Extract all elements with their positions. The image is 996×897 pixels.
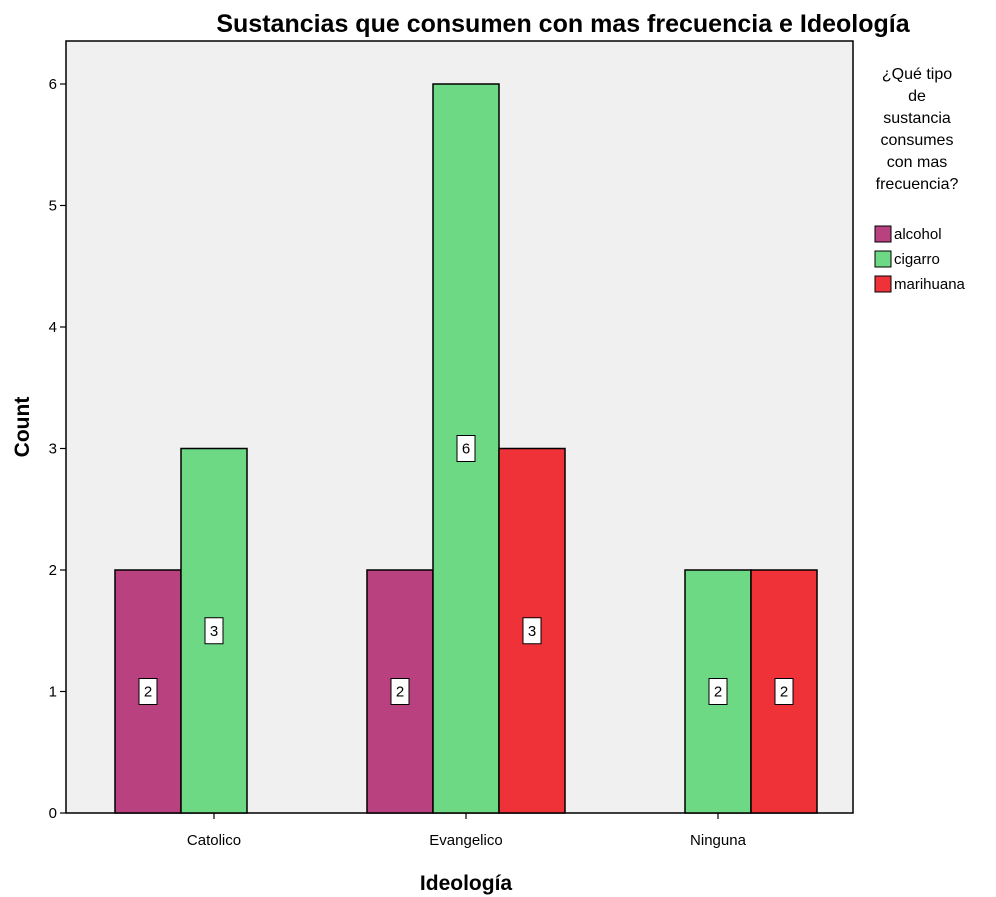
data-label-box: [522, 617, 542, 645]
legend-label-alcohol: alcohol: [894, 226, 942, 243]
data-label-box: [708, 678, 728, 705]
data-label-alcohol-Evangelico: 2: [396, 684, 404, 701]
legend-swatch-alcohol: [874, 225, 892, 243]
data-labels-group: 2 3 2 6 3 2 2: [138, 435, 794, 705]
legend-label-marihuana: marihuana: [894, 276, 966, 293]
data-label-box: [204, 617, 224, 645]
legend-title-line: frecuencia?: [876, 176, 959, 193]
legend-label-cigarro: cigarro: [894, 251, 940, 268]
legend-title-line: de: [908, 88, 926, 105]
data-label-box: [774, 678, 794, 705]
data-label-cigarro-Catolico: 3: [210, 623, 218, 640]
data-label-cigarro-Evangelico: 6: [462, 441, 470, 458]
legend-title-line: con mas: [887, 154, 947, 171]
y-axis: 0 1 2 3 4 5 6: [49, 76, 66, 822]
legend: ¿Qué tipo de sustancia consumes con mas frecu…: [874, 66, 966, 293]
x-axis-title: Ideología: [420, 872, 512, 895]
legend-title-line: sustancia: [883, 110, 951, 127]
y-tick-label: 0: [49, 805, 57, 822]
x-tick-label: Catolico: [187, 832, 241, 849]
y-tick-label: 6: [49, 76, 57, 93]
chart-title: Sustancias que consumen con mas frecuenc…: [216, 10, 910, 38]
data-label-alcohol-Catolico: 2: [144, 684, 152, 701]
data-label-cigarro-Ninguna: 2: [714, 684, 722, 701]
legend-swatch-cigarro: [874, 250, 892, 268]
y-tick-label: 2: [49, 562, 57, 579]
x-tick-label: Evangelico: [429, 832, 502, 849]
data-label-marihuana-Ninguna: 2: [780, 684, 788, 701]
y-tick-label: 5: [49, 198, 57, 215]
y-tick-label: 4: [49, 319, 57, 336]
legend-title-line: ¿Qué tipo: [882, 66, 952, 83]
legend-title-line: consumes: [881, 132, 954, 149]
x-axis: Catolico Evangelico Ninguna: [187, 813, 747, 849]
data-label-box: [456, 435, 476, 462]
x-tick-label: Ninguna: [690, 832, 747, 849]
data-label-marihuana-Evangelico: 3: [528, 623, 536, 640]
data-label-box: [390, 678, 410, 705]
y-tick-label: 1: [49, 684, 57, 701]
y-tick-label: 3: [49, 441, 57, 458]
y-axis-title: Count: [11, 397, 34, 458]
data-label-box: [138, 678, 158, 705]
bar-marihuana-Ninguna: [750, 569, 818, 814]
legend-swatch-marihuana: [874, 275, 892, 293]
